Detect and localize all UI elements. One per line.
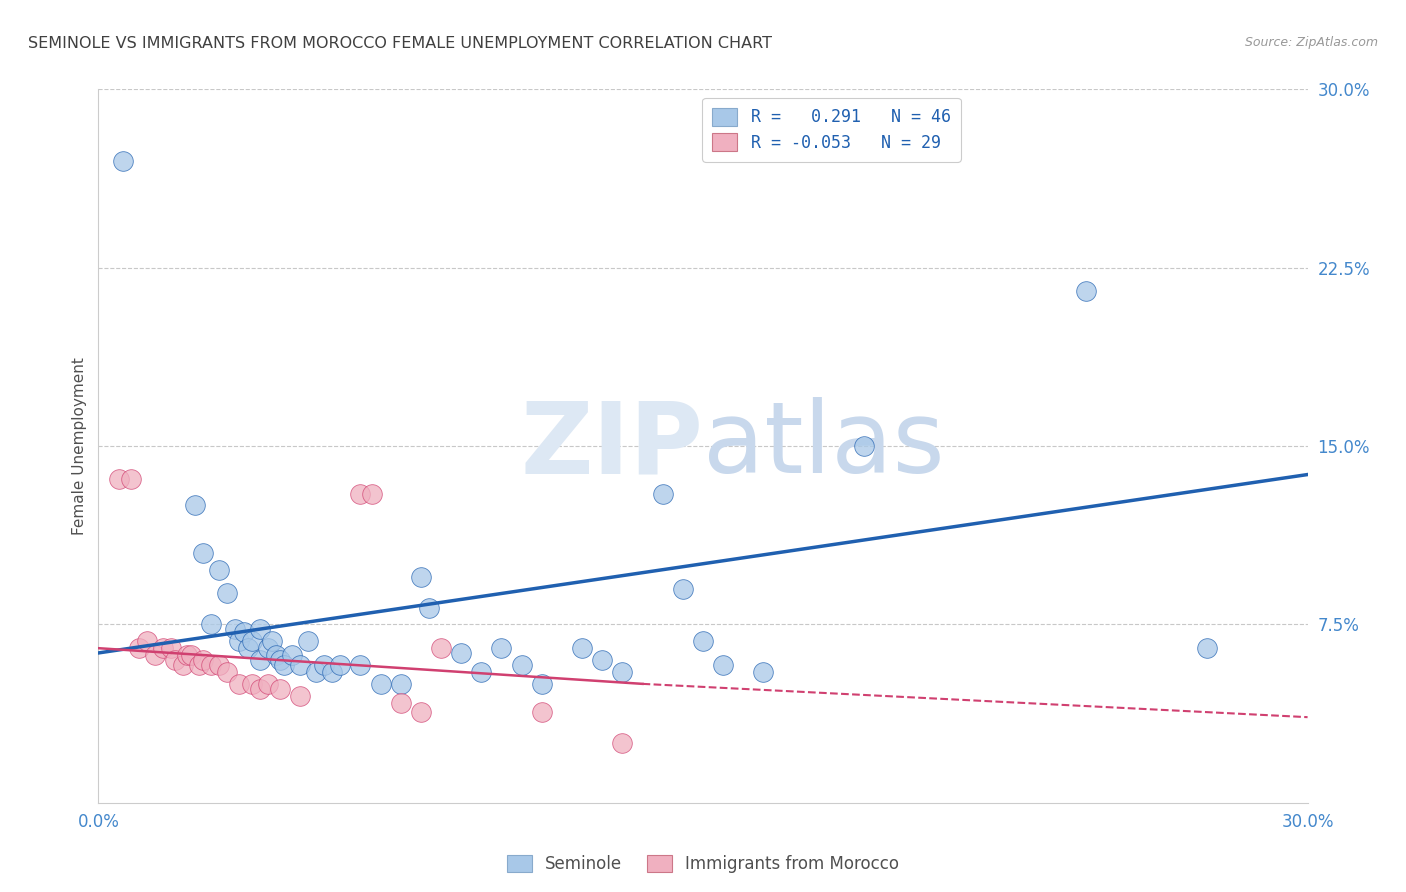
Point xyxy=(672,582,695,596)
Point xyxy=(176,648,198,663)
Point xyxy=(264,648,287,663)
Text: SEMINOLE VS IMMIGRANTS FROM MOROCCO FEMALE UNEMPLOYMENT CORRELATION CHART: SEMINOLE VS IMMIGRANTS FROM MOROCCO FEMA… xyxy=(28,36,772,51)
Point xyxy=(297,634,319,648)
Point xyxy=(288,657,311,672)
Point xyxy=(571,641,593,656)
Point xyxy=(711,657,734,672)
Point xyxy=(249,622,271,636)
Point xyxy=(418,600,440,615)
Point xyxy=(752,665,775,679)
Point xyxy=(692,634,714,648)
Point xyxy=(389,696,412,710)
Point xyxy=(260,634,283,648)
Point xyxy=(111,153,134,168)
Point xyxy=(305,665,328,679)
Text: Source: ZipAtlas.com: Source: ZipAtlas.com xyxy=(1244,36,1378,49)
Point xyxy=(256,677,278,691)
Point xyxy=(249,681,271,696)
Point xyxy=(172,657,194,672)
Point xyxy=(143,648,166,663)
Point xyxy=(853,439,876,453)
Text: ZIP: ZIP xyxy=(520,398,703,494)
Point xyxy=(409,570,432,584)
Point xyxy=(208,657,231,672)
Point xyxy=(1074,285,1097,299)
Point xyxy=(249,653,271,667)
Point xyxy=(256,641,278,656)
Point xyxy=(135,634,157,648)
Y-axis label: Female Unemployment: Female Unemployment xyxy=(72,357,87,535)
Point xyxy=(349,486,371,500)
Point xyxy=(269,653,291,667)
Point xyxy=(160,641,183,656)
Point xyxy=(281,648,304,663)
Point xyxy=(470,665,492,679)
Point xyxy=(510,657,533,672)
Point xyxy=(530,677,553,691)
Point xyxy=(612,736,634,750)
Point xyxy=(188,657,211,672)
Point xyxy=(612,665,634,679)
Point xyxy=(591,653,613,667)
Point xyxy=(329,657,352,672)
Point xyxy=(314,657,336,672)
Point xyxy=(409,706,432,720)
Point xyxy=(217,586,239,600)
Point xyxy=(240,634,263,648)
Point xyxy=(1195,641,1218,656)
Point xyxy=(651,486,673,500)
Point xyxy=(193,653,215,667)
Point xyxy=(236,641,259,656)
Point xyxy=(491,641,513,656)
Point xyxy=(217,665,239,679)
Point xyxy=(450,646,472,660)
Point xyxy=(321,665,343,679)
Point xyxy=(228,677,250,691)
Point xyxy=(228,634,250,648)
Point xyxy=(349,657,371,672)
Point xyxy=(240,677,263,691)
Point xyxy=(269,681,291,696)
Point xyxy=(361,486,384,500)
Point xyxy=(530,706,553,720)
Point xyxy=(184,499,207,513)
Point xyxy=(370,677,392,691)
Point xyxy=(193,546,215,560)
Legend: Seminole, Immigrants from Morocco: Seminole, Immigrants from Morocco xyxy=(501,848,905,880)
Point xyxy=(224,622,246,636)
Point xyxy=(430,641,453,656)
Point xyxy=(389,677,412,691)
Point xyxy=(180,648,202,663)
Point xyxy=(128,641,150,656)
Point xyxy=(200,657,222,672)
Point xyxy=(152,641,174,656)
Point xyxy=(208,563,231,577)
Point xyxy=(120,472,142,486)
Point xyxy=(273,657,295,672)
Point xyxy=(288,689,311,703)
Point xyxy=(232,624,254,639)
Point xyxy=(163,653,186,667)
Text: atlas: atlas xyxy=(703,398,945,494)
Point xyxy=(200,617,222,632)
Point xyxy=(107,472,129,486)
